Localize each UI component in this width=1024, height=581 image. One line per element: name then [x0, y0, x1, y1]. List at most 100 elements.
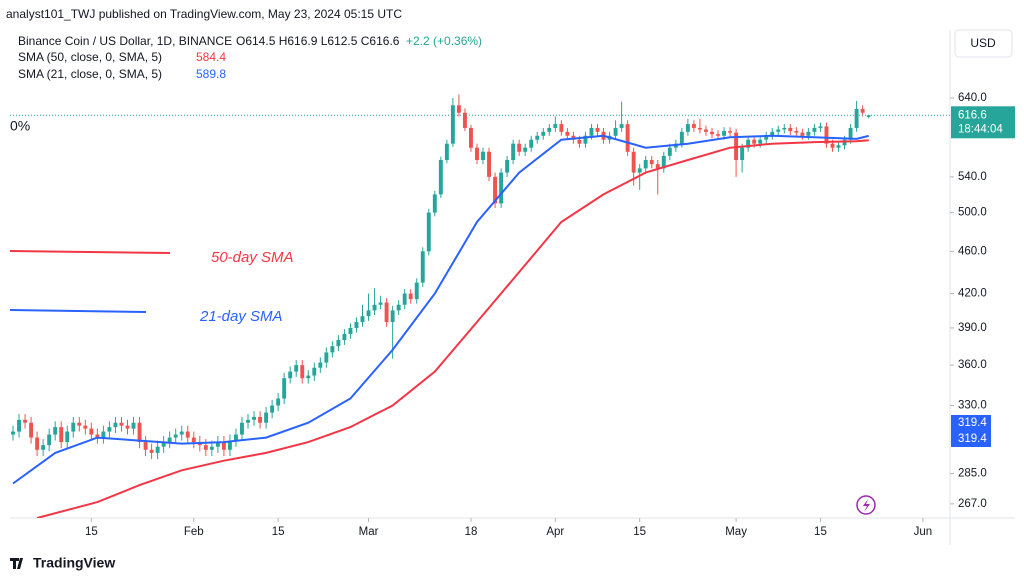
candle-body: [312, 367, 317, 376]
candle-body: [167, 437, 172, 443]
candle-body: [29, 422, 34, 438]
candle-body: [667, 147, 672, 156]
candle-body: [336, 340, 341, 347]
candle-body: [47, 434, 52, 446]
candle-body: [378, 302, 383, 305]
candle-body: [221, 442, 226, 450]
candle-body: [53, 427, 58, 435]
candle-body: [149, 449, 154, 453]
candle-body: [384, 302, 389, 323]
candle-body: [505, 159, 510, 173]
symbol: Binance Coin / US Dollar, 1D, BINANCE: [18, 34, 232, 48]
candle-body: [215, 442, 220, 447]
candle-body: [77, 422, 82, 426]
candle-body: [499, 172, 504, 204]
candle-body: [372, 304, 377, 311]
candle-body: [685, 124, 690, 132]
candle-body: [625, 124, 630, 152]
candle-body: [444, 143, 449, 160]
candle-body: [860, 109, 865, 113]
candle-body: [173, 434, 178, 438]
price-tag-value: 616.6: [958, 109, 987, 121]
candle-body: [782, 127, 787, 130]
candle-body: [246, 419, 250, 423]
annotation-line: [9, 250, 171, 254]
legend-value: 584.4: [196, 50, 226, 64]
price-tag-countdown: 18:44:04: [958, 123, 1003, 135]
candle-body: [179, 431, 184, 435]
candle-body: [619, 124, 624, 128]
candle-body: [366, 310, 371, 317]
y-tick-label: 640.0: [958, 92, 987, 104]
candle-body: [583, 135, 588, 144]
candle-body: [360, 316, 365, 323]
x-tick-label: Feb: [184, 526, 204, 538]
candle-body: [830, 143, 835, 148]
candle-body: [119, 422, 124, 426]
x-tick-label: 15: [633, 526, 646, 538]
candle-body: [800, 132, 805, 136]
candle-body: [185, 431, 190, 438]
candle-body: [408, 293, 413, 300]
candle-body: [113, 422, 118, 428]
axis-tag: [951, 431, 991, 447]
candle-body: [143, 442, 148, 450]
candle-body: [324, 352, 329, 363]
candle-body: [282, 378, 287, 399]
candle-body: [722, 131, 726, 136]
sma-line: [12, 134, 869, 485]
candle-body: [529, 139, 534, 148]
candle-body: [746, 139, 751, 148]
axis-tag: [951, 415, 991, 431]
candle-body: [191, 437, 196, 443]
x-tick-label: 18: [465, 526, 478, 538]
candle-body: [330, 346, 335, 353]
legend-value: 589.8: [196, 67, 226, 81]
y-tick-label: 360.0: [958, 359, 987, 371]
currency[interactable]: USD: [970, 36, 996, 50]
candle-body: [679, 131, 684, 144]
x-tick-label: 15: [85, 526, 98, 538]
scale-label: 0%: [10, 118, 30, 134]
candle-body: [493, 176, 498, 204]
candle-body: [824, 126, 829, 144]
candle-body: [35, 437, 40, 450]
candle-body: [541, 131, 546, 136]
annotation-line: [9, 309, 147, 313]
candle-body: [155, 446, 160, 453]
events-bolt: [863, 499, 870, 512]
candle-body: [450, 105, 455, 144]
candle-body: [300, 365, 305, 379]
candle-body: [240, 422, 244, 435]
candle-body: [788, 127, 793, 132]
candle-body: [348, 327, 353, 334]
candle-body: [691, 124, 696, 128]
annotation: 21-day SMA: [199, 308, 283, 325]
price-tag: [951, 106, 1015, 139]
x-tick-label: 15: [814, 526, 827, 538]
candle-body: [107, 427, 112, 432]
candle-body: [559, 124, 564, 132]
events-icon[interactable]: [856, 495, 876, 515]
candle-body: [764, 135, 769, 140]
y-tick-label: 330.0: [958, 400, 987, 412]
x-tick-label: Jun: [914, 526, 933, 538]
currency-button[interactable]: [954, 29, 1013, 58]
candle-body: [270, 405, 275, 413]
candle-body: [487, 151, 491, 177]
candle-body: [276, 398, 281, 406]
candle-body: [704, 129, 708, 132]
axis-tag-label: 319.4: [958, 433, 987, 445]
candle-body: [812, 127, 817, 132]
candle-body: [342, 333, 347, 341]
candle-body: [577, 139, 582, 144]
legend-name: SMA (50, close, 0, SMA, 5): [18, 50, 162, 64]
candle-body: [818, 126, 823, 128]
candle-body: [661, 155, 666, 169]
sma-line: [36, 139, 869, 518]
footer-logo: [10, 558, 23, 569]
candle-body: [794, 131, 799, 133]
candle-body: [161, 442, 166, 447]
candle-body: [83, 425, 88, 429]
